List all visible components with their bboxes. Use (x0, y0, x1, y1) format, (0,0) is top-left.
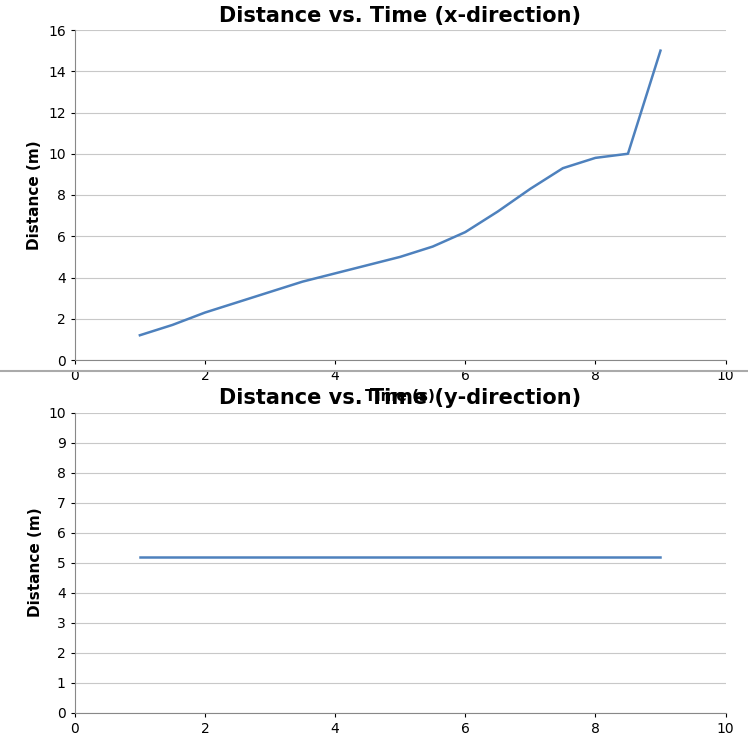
Y-axis label: Distance (m): Distance (m) (28, 508, 43, 617)
Title: Distance vs. Time (y-direction): Distance vs. Time (y-direction) (219, 388, 581, 408)
Y-axis label: Distance (m): Distance (m) (28, 140, 43, 250)
Title: Distance vs. Time (x-direction): Distance vs. Time (x-direction) (219, 6, 581, 26)
X-axis label: Time (s): Time (s) (365, 388, 435, 404)
